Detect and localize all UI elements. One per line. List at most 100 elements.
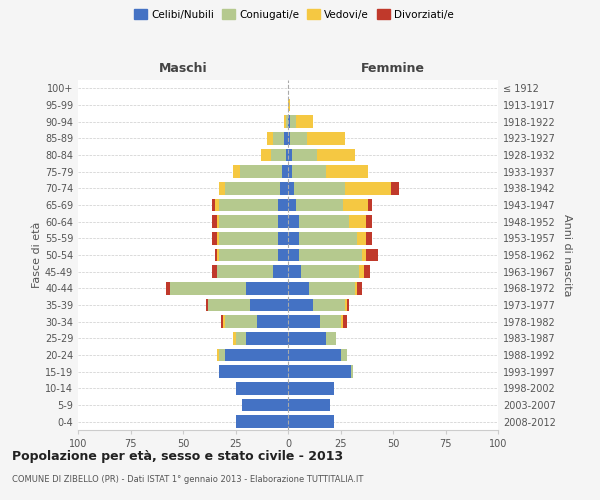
- Bar: [292, 149, 317, 161]
- Bar: [217, 232, 218, 244]
- Bar: [366, 248, 379, 261]
- Bar: [215, 248, 217, 261]
- Bar: [217, 266, 274, 278]
- Bar: [351, 366, 353, 378]
- Bar: [277, 216, 288, 228]
- Bar: [368, 198, 372, 211]
- Bar: [307, 132, 344, 144]
- Bar: [288, 316, 320, 328]
- Y-axis label: Fasce di età: Fasce di età: [32, 222, 42, 288]
- Bar: [364, 266, 370, 278]
- Bar: [358, 282, 361, 294]
- Bar: [217, 349, 218, 361]
- Bar: [288, 166, 292, 178]
- Bar: [288, 182, 295, 194]
- Bar: [218, 198, 277, 211]
- Bar: [341, 316, 343, 328]
- Bar: [288, 149, 292, 161]
- Bar: [349, 216, 366, 228]
- Bar: [343, 316, 347, 328]
- Bar: [299, 232, 358, 244]
- Bar: [225, 349, 288, 361]
- Bar: [359, 266, 364, 278]
- Bar: [288, 282, 309, 294]
- Bar: [260, 149, 271, 161]
- Bar: [288, 132, 290, 144]
- Bar: [218, 232, 277, 244]
- Bar: [299, 248, 361, 261]
- Bar: [246, 282, 288, 294]
- Bar: [235, 332, 246, 344]
- Bar: [288, 399, 330, 411]
- Bar: [326, 332, 337, 344]
- Bar: [284, 116, 286, 128]
- Bar: [391, 182, 400, 194]
- Bar: [299, 216, 349, 228]
- Bar: [326, 166, 368, 178]
- Bar: [218, 216, 277, 228]
- Bar: [296, 116, 313, 128]
- Bar: [301, 266, 359, 278]
- Bar: [208, 298, 250, 311]
- Bar: [366, 232, 372, 244]
- Bar: [218, 366, 288, 378]
- Bar: [320, 316, 341, 328]
- Bar: [292, 166, 326, 178]
- Bar: [257, 316, 288, 328]
- Bar: [341, 349, 347, 361]
- Bar: [218, 182, 225, 194]
- Bar: [288, 216, 299, 228]
- Legend: Celibi/Nubili, Coniugati/e, Vedovi/e, Divorziati/e: Celibi/Nubili, Coniugati/e, Vedovi/e, Di…: [130, 5, 458, 24]
- Bar: [288, 298, 313, 311]
- Bar: [355, 282, 358, 294]
- Bar: [284, 132, 288, 144]
- Text: COMUNE DI ZIBELLO (PR) - Dati ISTAT 1° gennaio 2013 - Elaborazione TUTTITALIA.IT: COMUNE DI ZIBELLO (PR) - Dati ISTAT 1° g…: [12, 475, 364, 484]
- Bar: [206, 298, 208, 311]
- Bar: [274, 266, 288, 278]
- Bar: [212, 198, 215, 211]
- Text: Femmine: Femmine: [361, 62, 425, 75]
- Bar: [347, 298, 349, 311]
- Bar: [361, 248, 366, 261]
- Bar: [235, 416, 288, 428]
- Bar: [286, 116, 288, 128]
- Bar: [309, 282, 355, 294]
- Y-axis label: Anni di nascita: Anni di nascita: [562, 214, 572, 296]
- Bar: [274, 132, 284, 144]
- Bar: [277, 198, 288, 211]
- Bar: [240, 166, 282, 178]
- Bar: [295, 182, 345, 194]
- Bar: [288, 266, 301, 278]
- Bar: [233, 166, 240, 178]
- Bar: [345, 298, 347, 311]
- Bar: [166, 282, 170, 294]
- Bar: [212, 266, 217, 278]
- Bar: [217, 248, 218, 261]
- Bar: [288, 349, 341, 361]
- Bar: [246, 332, 288, 344]
- Bar: [250, 298, 288, 311]
- Bar: [296, 198, 343, 211]
- Bar: [212, 232, 217, 244]
- Bar: [267, 132, 274, 144]
- Bar: [288, 99, 290, 112]
- Bar: [345, 182, 391, 194]
- Bar: [277, 232, 288, 244]
- Bar: [225, 182, 280, 194]
- Bar: [280, 182, 288, 194]
- Bar: [282, 166, 288, 178]
- Bar: [286, 149, 288, 161]
- Text: Popolazione per età, sesso e stato civile - 2013: Popolazione per età, sesso e stato civil…: [12, 450, 343, 463]
- Bar: [313, 298, 344, 311]
- Bar: [170, 282, 246, 294]
- Bar: [242, 399, 288, 411]
- Bar: [288, 248, 299, 261]
- Bar: [233, 332, 235, 344]
- Bar: [235, 382, 288, 394]
- Bar: [358, 232, 366, 244]
- Bar: [288, 332, 326, 344]
- Bar: [217, 216, 218, 228]
- Bar: [223, 316, 225, 328]
- Bar: [290, 116, 296, 128]
- Bar: [215, 198, 218, 211]
